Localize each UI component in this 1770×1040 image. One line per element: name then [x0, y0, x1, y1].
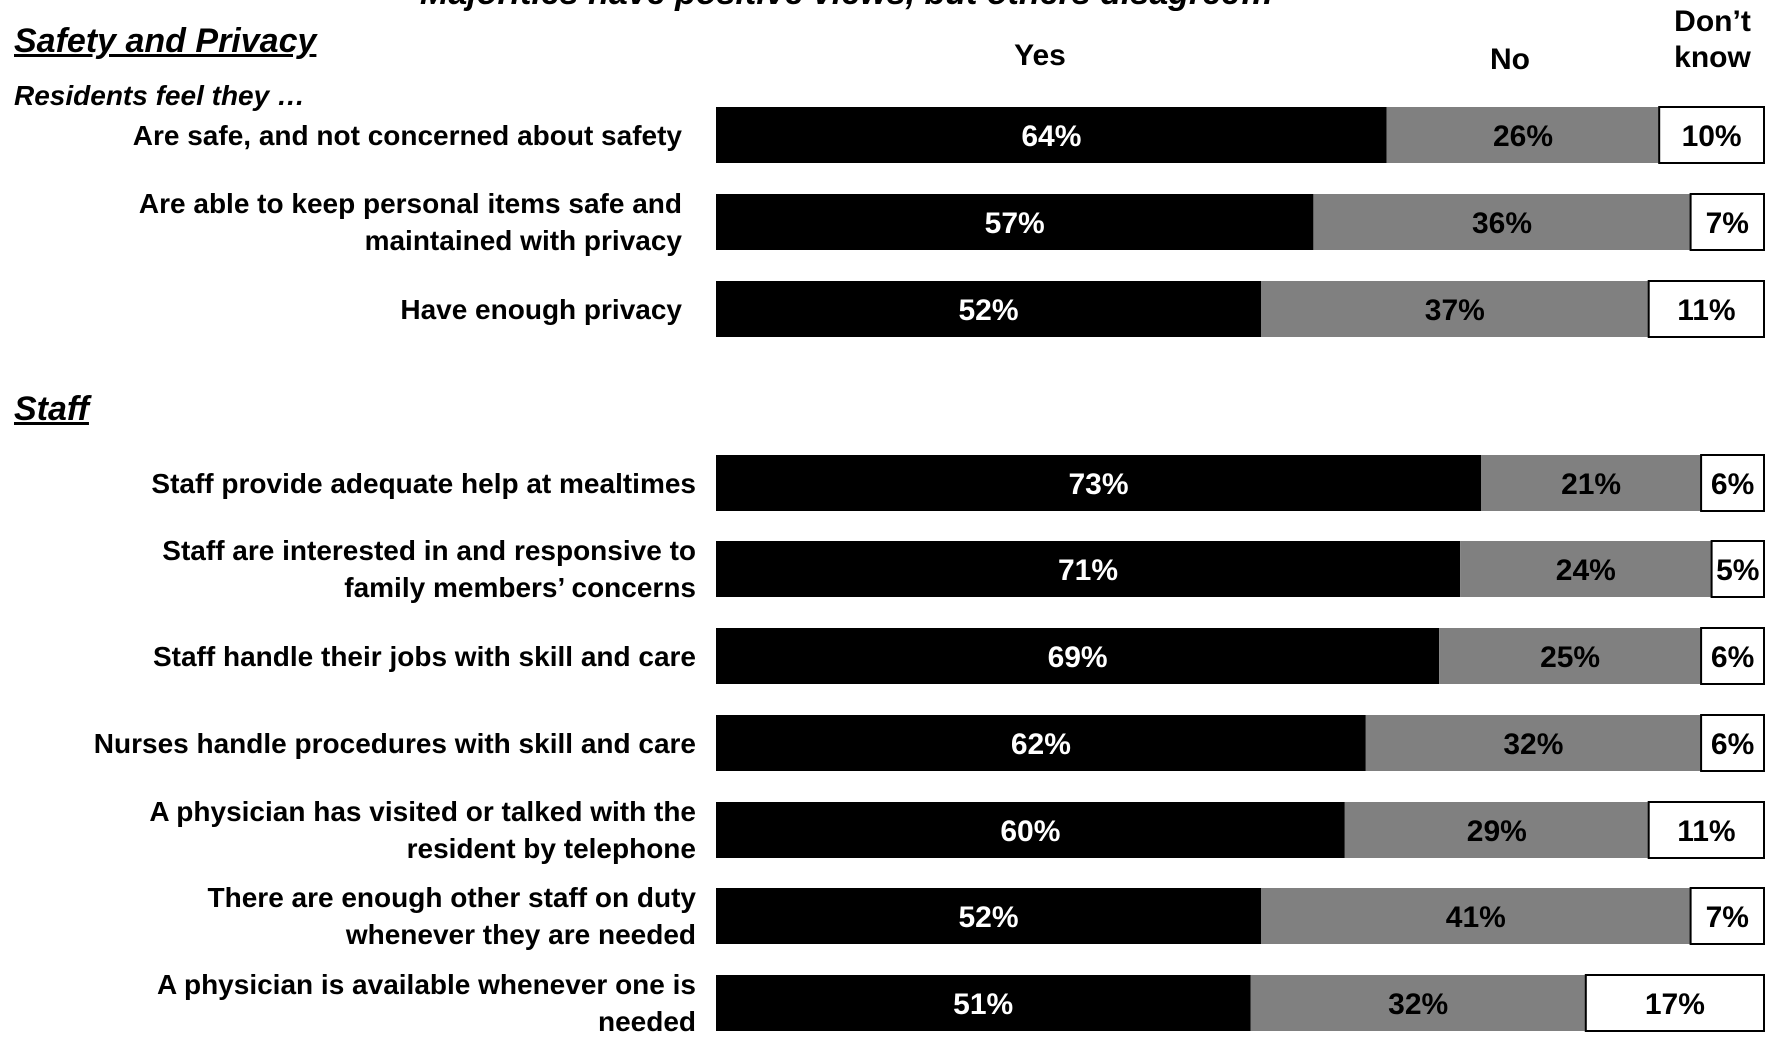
data-label-yes: 52% — [958, 901, 1018, 934]
row-label: Nurses handle procedures with skill and … — [6, 725, 696, 762]
row-label-line: Have enough privacy — [400, 293, 682, 325]
section-title-safety: Safety and Privacy — [14, 22, 317, 60]
data-label-dont-know: 11% — [1677, 815, 1735, 848]
data-label-yes: 52% — [958, 294, 1018, 327]
bar-segment-no — [1460, 541, 1712, 597]
column-header-dont-know: Don’t know — [1655, 4, 1770, 76]
row-label: A physician is available whenever one is… — [6, 966, 696, 1040]
row-label-line: A physician is available whenever one is — [157, 969, 696, 1000]
bar-segment-dont-know — [1700, 454, 1765, 512]
data-label-no: 32% — [1388, 988, 1448, 1021]
bar-segment-yes — [716, 975, 1251, 1031]
row-label-line: whenever they are needed — [345, 919, 696, 950]
data-label-yes: 60% — [1000, 815, 1060, 848]
data-label-dont-know: 7% — [1706, 207, 1749, 240]
bar-segment-yes — [716, 107, 1387, 163]
row-label-line: Nurses handle procedures with skill and … — [93, 727, 696, 759]
row-label: Staff provide adequate help at mealtimes — [6, 465, 696, 502]
row-label-line: Staff are interested in and responsive t… — [162, 535, 696, 566]
row-label-line: maintained with privacy — [364, 225, 682, 256]
bar-segment-yes — [716, 888, 1261, 944]
bar-segment-dont-know — [1647, 801, 1765, 859]
data-label-yes: 57% — [985, 207, 1045, 240]
row-label-line: family members’ concerns — [344, 572, 696, 603]
data-label-dont-know: 6% — [1711, 468, 1754, 501]
data-label-no: 32% — [1503, 728, 1563, 761]
row-label-line: Staff provide adequate help at mealtimes — [151, 467, 696, 499]
bar-segment-dont-know — [1689, 887, 1765, 945]
bar-segment-no — [1365, 715, 1702, 771]
data-label-yes: 69% — [1048, 641, 1108, 674]
column-header-dont-know-line1: Don’t — [1674, 5, 1751, 38]
data-label-yes: 51% — [953, 988, 1013, 1021]
row-label-line: Are safe, and not concerned about safety — [132, 119, 682, 151]
data-label-dont-know: 6% — [1711, 728, 1754, 761]
data-label-dont-know: 10% — [1682, 120, 1742, 153]
bar-segment-yes — [716, 455, 1481, 511]
bar-segment-no — [1313, 194, 1691, 250]
bar-segment-yes — [716, 194, 1314, 250]
row-label: Staff are interested in and responsive t… — [6, 532, 696, 606]
row-label: Are able to keep personal items safe and… — [0, 185, 682, 259]
row-label-line: Are able to keep personal items safe and — [138, 188, 682, 219]
row-label: Are safe, and not concerned about safety — [0, 117, 682, 154]
bar-segment-dont-know — [1584, 974, 1766, 1032]
bar-segment-no — [1439, 628, 1702, 684]
bar-segment-dont-know — [1710, 540, 1765, 598]
section-title-staff: Staff — [14, 390, 89, 428]
bar-segment-yes — [716, 802, 1345, 858]
bar-segment-yes — [716, 628, 1440, 684]
chart-title: Majorities have positive views, but othe… — [420, 0, 1274, 13]
bar-segment-dont-know — [1700, 714, 1765, 772]
data-label-no: 26% — [1493, 120, 1553, 153]
section-subtitle-safety: Residents feel they … — [14, 80, 305, 111]
bar-segment-no — [1344, 802, 1649, 858]
bar-segment-yes — [716, 715, 1366, 771]
row-label: A physician has visited or talked with t… — [6, 793, 696, 867]
row-label-line: Staff handle their jobs with skill and c… — [152, 640, 696, 672]
bar-segment-dont-know — [1658, 106, 1765, 164]
row-label: Staff handle their jobs with skill and c… — [6, 638, 696, 675]
row-label: There are enough other staff on duty when… — [6, 879, 696, 953]
data-label-no: 29% — [1467, 815, 1527, 848]
data-label-dont-know: 6% — [1711, 641, 1754, 674]
data-label-no: 41% — [1446, 901, 1506, 934]
data-label-dont-know: 17% — [1645, 988, 1705, 1021]
row-label: Have enough privacy — [0, 291, 682, 328]
bar-segment-no — [1481, 455, 1702, 511]
data-label-no: 25% — [1540, 641, 1600, 674]
bar-segment-no — [1250, 975, 1586, 1031]
data-label-yes: 73% — [1068, 468, 1128, 501]
data-label-no: 37% — [1425, 294, 1485, 327]
column-header-yes: Yes — [1014, 39, 1066, 72]
bar-segment-yes — [716, 541, 1461, 597]
data-label-no: 36% — [1472, 207, 1532, 240]
column-header-dont-know-line2: know — [1674, 41, 1751, 74]
row-label-line: There are enough other staff on duty — [207, 882, 696, 913]
column-header-no: No — [1490, 43, 1530, 76]
bar-segment-no — [1261, 281, 1649, 337]
bar-segment-no — [1386, 107, 1660, 163]
row-label-line: resident by telephone — [406, 833, 696, 864]
row-label-line: A physician has visited or talked with t… — [149, 796, 696, 827]
bar-segment-dont-know — [1689, 193, 1765, 251]
bar-segment-dont-know — [1700, 627, 1765, 685]
data-label-dont-know: 11% — [1677, 294, 1735, 327]
data-label-yes: 71% — [1058, 554, 1118, 587]
data-label-no: 24% — [1556, 554, 1616, 587]
data-label-dont-know: 7% — [1706, 901, 1749, 934]
data-label-dont-know: 5% — [1716, 554, 1759, 587]
row-label-line: needed — [597, 1006, 696, 1037]
data-label-no: 21% — [1561, 468, 1621, 501]
bar-segment-yes — [716, 281, 1261, 337]
bar-segment-no — [1261, 888, 1691, 944]
bar-segment-dont-know — [1647, 280, 1765, 338]
data-label-yes: 64% — [1021, 120, 1081, 153]
data-label-yes: 62% — [1011, 728, 1071, 761]
